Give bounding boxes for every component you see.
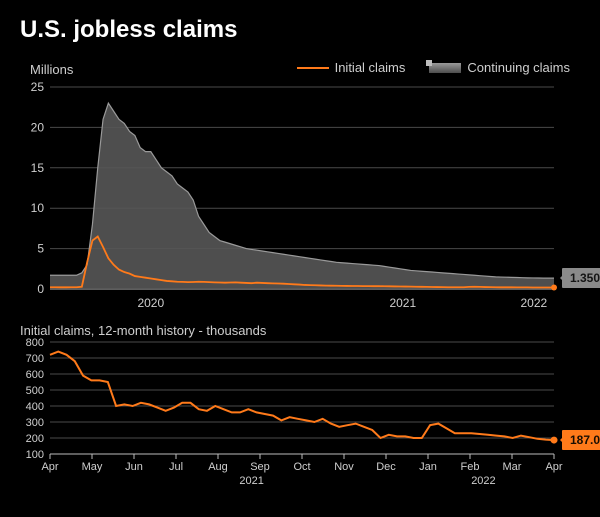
bottom-chart: 100 200 300 400 500 600 700 800 Apr May Jun Jul Aug S… xyxy=(18,338,578,488)
svg-text:May: May xyxy=(82,461,103,473)
svg-text:Jun: Jun xyxy=(125,461,143,473)
top-chart: 0 5 10 15 20 25 2020 2021 2022 xyxy=(18,81,578,311)
svg-text:300: 300 xyxy=(26,417,44,429)
svg-text:100: 100 xyxy=(26,449,44,461)
svg-text:2021: 2021 xyxy=(239,475,263,487)
svg-text:500: 500 xyxy=(26,385,44,397)
svg-text:600: 600 xyxy=(26,369,44,381)
bottom-chart-title: Initial claims, 12-month history - thous… xyxy=(20,323,582,338)
svg-text:20: 20 xyxy=(31,120,45,134)
callout-continuing-value: 1.350 xyxy=(562,268,600,288)
svg-text:200: 200 xyxy=(26,433,44,445)
svg-text:2022: 2022 xyxy=(520,296,547,310)
svg-text:Nov: Nov xyxy=(334,461,354,473)
svg-text:Apr: Apr xyxy=(41,461,58,473)
svg-text:400: 400 xyxy=(26,401,44,413)
svg-text:Jul: Jul xyxy=(169,461,183,473)
legend-label: Continuing claims xyxy=(467,60,570,75)
legend: Initial claims Continuing claims xyxy=(297,60,570,75)
svg-text:700: 700 xyxy=(26,353,44,365)
svg-text:Oct: Oct xyxy=(293,461,310,473)
svg-text:2021: 2021 xyxy=(389,296,416,310)
svg-text:2022: 2022 xyxy=(471,475,495,487)
svg-text:15: 15 xyxy=(31,161,45,175)
svg-text:10: 10 xyxy=(31,201,45,215)
svg-text:Dec: Dec xyxy=(376,461,396,473)
svg-text:Sep: Sep xyxy=(250,461,270,473)
svg-text:0: 0 xyxy=(37,282,44,296)
legend-swatch-line xyxy=(297,67,329,69)
svg-text:Apr: Apr xyxy=(545,461,562,473)
svg-text:25: 25 xyxy=(31,81,45,94)
legend-item-initial: Initial claims xyxy=(297,60,406,75)
legend-label: Initial claims xyxy=(335,60,406,75)
callout-initial-value: 187.0 xyxy=(562,430,600,450)
legend-item-continuing: Continuing claims xyxy=(429,60,570,75)
svg-text:Mar: Mar xyxy=(503,461,522,473)
chart-card: U.S. jobless claims Millions Initial cla… xyxy=(0,0,600,517)
svg-text:2020: 2020 xyxy=(137,296,164,310)
legend-swatch-area xyxy=(429,63,461,73)
page-title: U.S. jobless claims xyxy=(20,16,582,44)
svg-text:5: 5 xyxy=(37,242,44,256)
svg-text:Aug: Aug xyxy=(208,461,228,473)
svg-text:800: 800 xyxy=(26,338,44,349)
svg-text:Jan: Jan xyxy=(419,461,437,473)
svg-text:Feb: Feb xyxy=(461,461,480,473)
